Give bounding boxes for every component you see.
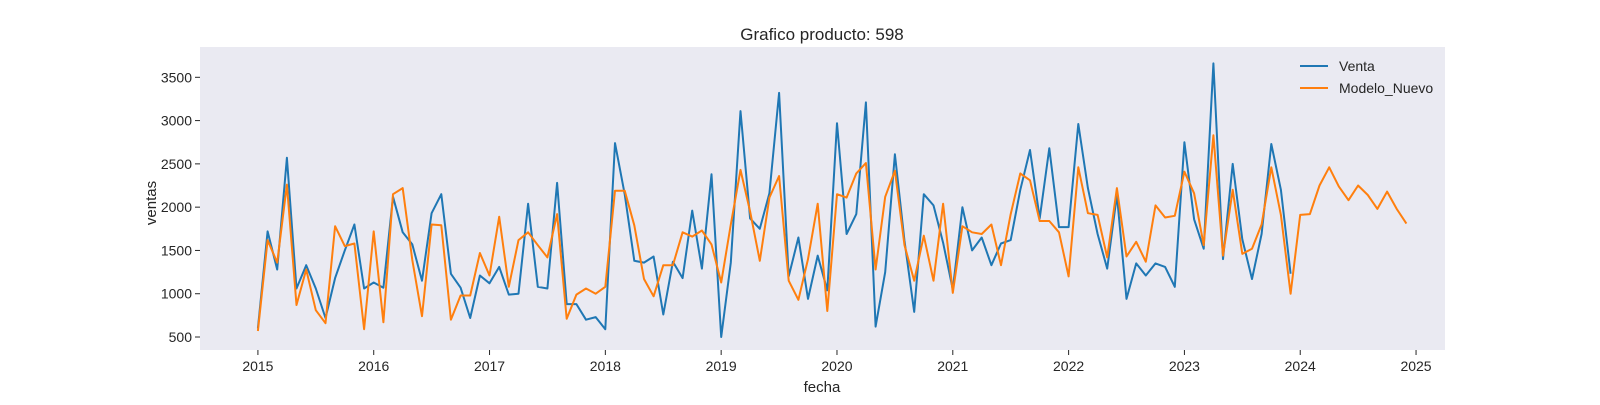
- y-tick-label: 500: [169, 329, 193, 345]
- x-tick-label: 2019: [706, 358, 737, 374]
- x-tick-label: 2017: [474, 358, 505, 374]
- y-tick-label: 2000: [161, 199, 192, 215]
- x-axis-title: fecha: [804, 379, 841, 396]
- y-tick-label: 3000: [161, 113, 192, 129]
- chart-title: Grafico producto: 598: [740, 25, 903, 44]
- x-tick-label: 2023: [1169, 358, 1200, 374]
- x-axis-ticks: 2015 2016 2017 2018 2019 2020 2021 2022 2023 2024…: [242, 350, 1432, 374]
- legend-label-venta: Venta: [1339, 58, 1375, 74]
- y-axis-ticks: 500 1000 1500 2000 2500 3000 3500: [161, 69, 200, 345]
- x-tick-label: 2025: [1400, 358, 1431, 374]
- y-tick-label: 1500: [161, 242, 192, 258]
- x-tick-label: 2018: [590, 358, 621, 374]
- series-line-venta: [256, 62, 1292, 338]
- x-tick-label: 2020: [821, 358, 852, 374]
- x-tick-label: 2022: [1053, 358, 1084, 374]
- y-tick-label: 3500: [161, 69, 192, 85]
- x-tick-label: 2016: [358, 358, 389, 374]
- series-layer: [256, 62, 1408, 338]
- y-tick-label: 1000: [161, 286, 192, 302]
- plot-area: [200, 47, 1445, 350]
- series-line-modelo-nuevo: [256, 134, 1408, 332]
- y-tick-label: 2500: [161, 156, 192, 172]
- y-axis-title: ventas: [143, 181, 160, 225]
- x-tick-label: 2024: [1285, 358, 1316, 374]
- legend-label-modelo-nuevo: Modelo_Nuevo: [1339, 80, 1433, 96]
- x-tick-label: 2015: [242, 358, 273, 374]
- legend: Venta Modelo_Nuevo: [1300, 58, 1433, 96]
- x-tick-label: 2021: [937, 358, 968, 374]
